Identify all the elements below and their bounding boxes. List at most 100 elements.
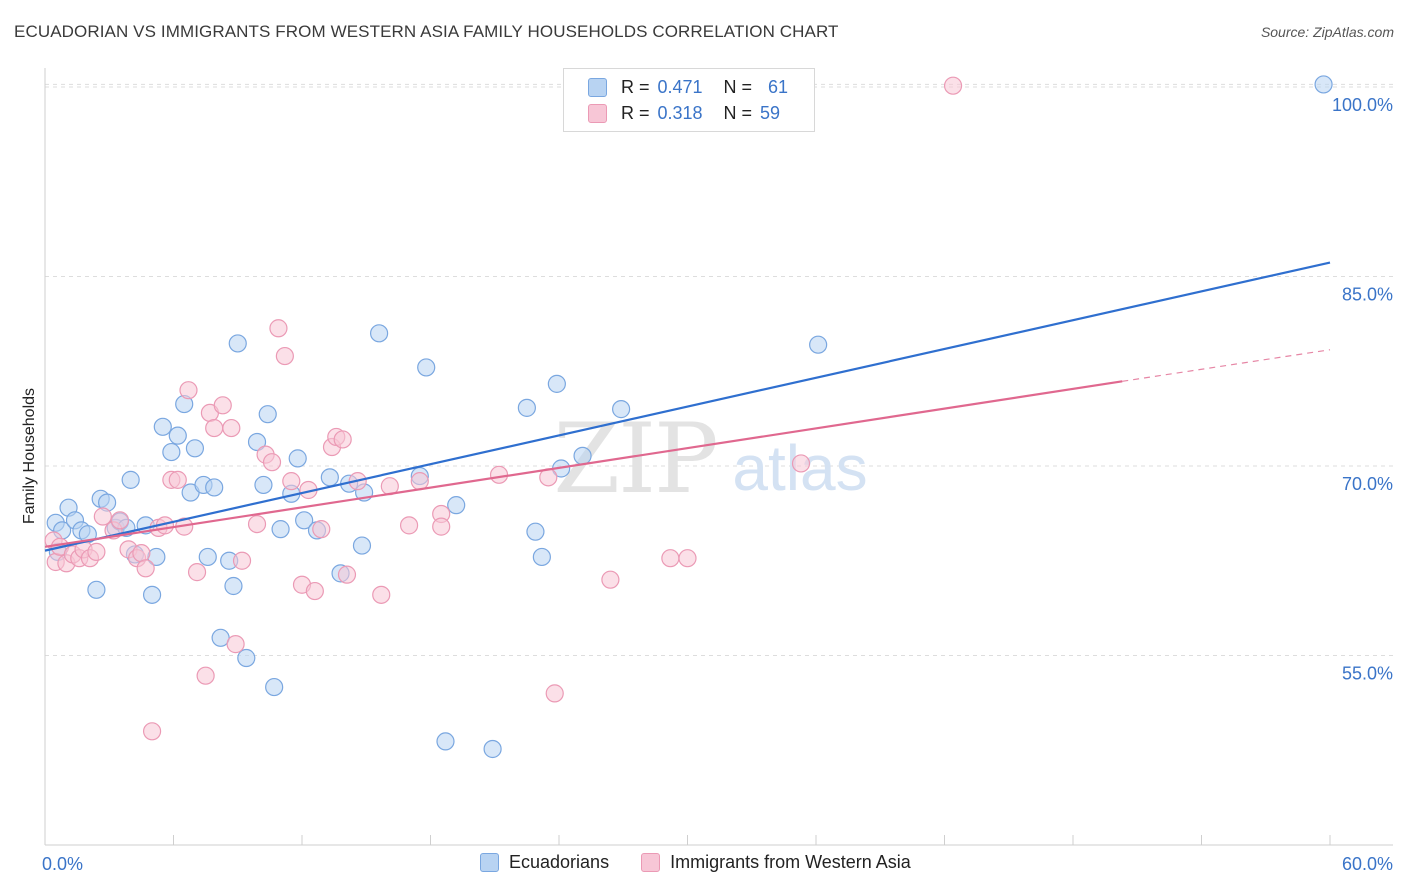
y-tick-label: 70.0% — [1342, 474, 1393, 494]
point-western-asia — [678, 549, 697, 568]
point-western-asia — [222, 418, 241, 438]
point-ecuadorian — [198, 547, 217, 567]
point-ecuadorian — [237, 648, 256, 668]
y-tick-label: 85.0% — [1342, 284, 1393, 304]
point-ecuadorian — [288, 449, 307, 468]
watermark: ZIP atlas — [553, 403, 867, 515]
point-western-asia — [601, 570, 620, 589]
point-ecuadorian — [162, 442, 181, 462]
point-western-asia — [87, 542, 106, 561]
series-swatch-blue — [480, 853, 499, 872]
source-credit: Source: ZipAtlas.com — [1260, 24, 1394, 40]
point-western-asia — [275, 346, 294, 366]
point-western-asia — [489, 465, 509, 484]
point-ecuadorian — [417, 358, 436, 377]
point-ecuadorian — [436, 732, 455, 751]
gridlines — [45, 83, 1393, 656]
series-legend-ecuadorians[interactable]: Ecuadorians — [480, 852, 609, 873]
point-western-asia — [333, 430, 352, 449]
legend-swatch-blue — [588, 77, 607, 97]
point-ecuadorian — [254, 475, 273, 495]
point-western-asia — [337, 565, 357, 584]
point-ecuadorian — [612, 400, 631, 419]
point-ecuadorian — [87, 580, 106, 599]
point-western-asia — [93, 507, 112, 526]
trend-line-western-asia — [44, 380, 1123, 548]
legend-r-value-blue: 0.471 — [657, 76, 703, 97]
point-western-asia — [205, 418, 224, 438]
point-ecuadorian — [153, 417, 172, 436]
point-ecuadorian — [168, 426, 187, 445]
point-ecuadorian — [532, 547, 551, 567]
series-label-ecuadorians: Ecuadorians — [509, 852, 610, 872]
point-western-asia — [168, 470, 187, 489]
point-ecuadorian — [247, 432, 267, 452]
point-ecuadorian — [295, 511, 314, 530]
point-ecuadorian — [483, 739, 502, 759]
point-western-asia — [410, 472, 429, 491]
point-western-asia — [179, 381, 198, 400]
y-tick-label: 55.0% — [1342, 663, 1393, 683]
point-western-asia — [943, 76, 963, 95]
series-legend: Ecuadorians Immigrants from Western Asia — [480, 852, 943, 873]
point-ecuadorian — [447, 496, 466, 515]
point-western-asia — [232, 551, 252, 570]
point-western-asia — [305, 581, 324, 601]
point-ecuadorian — [517, 398, 536, 417]
legend-r-value-pink: 0.318 — [657, 102, 703, 123]
point-western-asia — [196, 666, 215, 685]
point-western-asia — [213, 396, 232, 415]
point-western-asia — [791, 454, 811, 473]
legend-row-western-asia: R = 0.318 N = 59 — [588, 101, 780, 125]
point-western-asia — [110, 511, 130, 530]
legend-n-value-pink: 59 — [760, 102, 781, 123]
point-ecuadorian — [547, 374, 566, 393]
point-ecuadorian — [809, 335, 828, 354]
point-western-asia — [312, 520, 331, 539]
legend-r-label: R = — [621, 76, 650, 97]
point-ecuadorian — [1314, 75, 1333, 94]
point-western-asia — [247, 514, 267, 534]
trend-line-ecuadorians — [44, 261, 1331, 552]
legend-row-ecuadorians: R = 0.471 N = 61 — [588, 75, 788, 99]
point-ecuadorian — [526, 522, 545, 541]
series-legend-western-asia[interactable]: Immigrants from Western Asia — [641, 852, 911, 873]
point-western-asia — [226, 635, 245, 654]
y-tick-label: 100.0% — [1332, 95, 1393, 115]
point-ecuadorian — [228, 334, 247, 353]
point-ecuadorian — [185, 439, 205, 458]
legend-n-label: N = — [723, 102, 753, 123]
point-ecuadorian — [205, 478, 224, 497]
point-western-asia — [269, 319, 288, 338]
legend-swatch-pink — [588, 103, 607, 123]
tick-labels: 55.0% 70.0% 85.0% 100.0% 0.0% 60.0% — [42, 95, 1393, 874]
point-ecuadorian — [121, 470, 140, 489]
point-western-asia — [132, 544, 151, 563]
axes — [44, 68, 1393, 846]
trend-line-western-asia-extension — [1122, 349, 1331, 382]
point-ecuadorian — [258, 405, 277, 424]
trend-lines — [44, 261, 1331, 552]
series-label-western-asia: Immigrants from Western Asia — [670, 852, 911, 872]
point-western-asia — [399, 516, 419, 535]
data-points — [44, 75, 1333, 759]
chart-title: ECUADORIAN VS IMMIGRANTS FROM WESTERN AS… — [14, 22, 839, 41]
point-western-asia — [136, 559, 155, 578]
point-ecuadorian — [224, 576, 243, 596]
point-ecuadorian — [370, 324, 389, 343]
legend-n-value-blue: 61 — [768, 76, 789, 97]
point-ecuadorian — [320, 468, 339, 487]
point-ecuadorian — [271, 520, 290, 539]
legend-r-label: R = — [621, 102, 650, 123]
point-western-asia — [187, 563, 207, 582]
series-swatch-pink — [641, 853, 661, 872]
point-western-asia — [142, 722, 162, 741]
point-ecuadorian — [573, 446, 592, 465]
point-western-asia — [661, 549, 680, 568]
point-ecuadorian — [265, 677, 284, 697]
point-western-asia — [545, 684, 564, 703]
legend-n-label: N = — [723, 76, 753, 97]
x-tick-label: 60.0% — [1342, 854, 1393, 874]
point-ecuadorian — [352, 536, 372, 555]
